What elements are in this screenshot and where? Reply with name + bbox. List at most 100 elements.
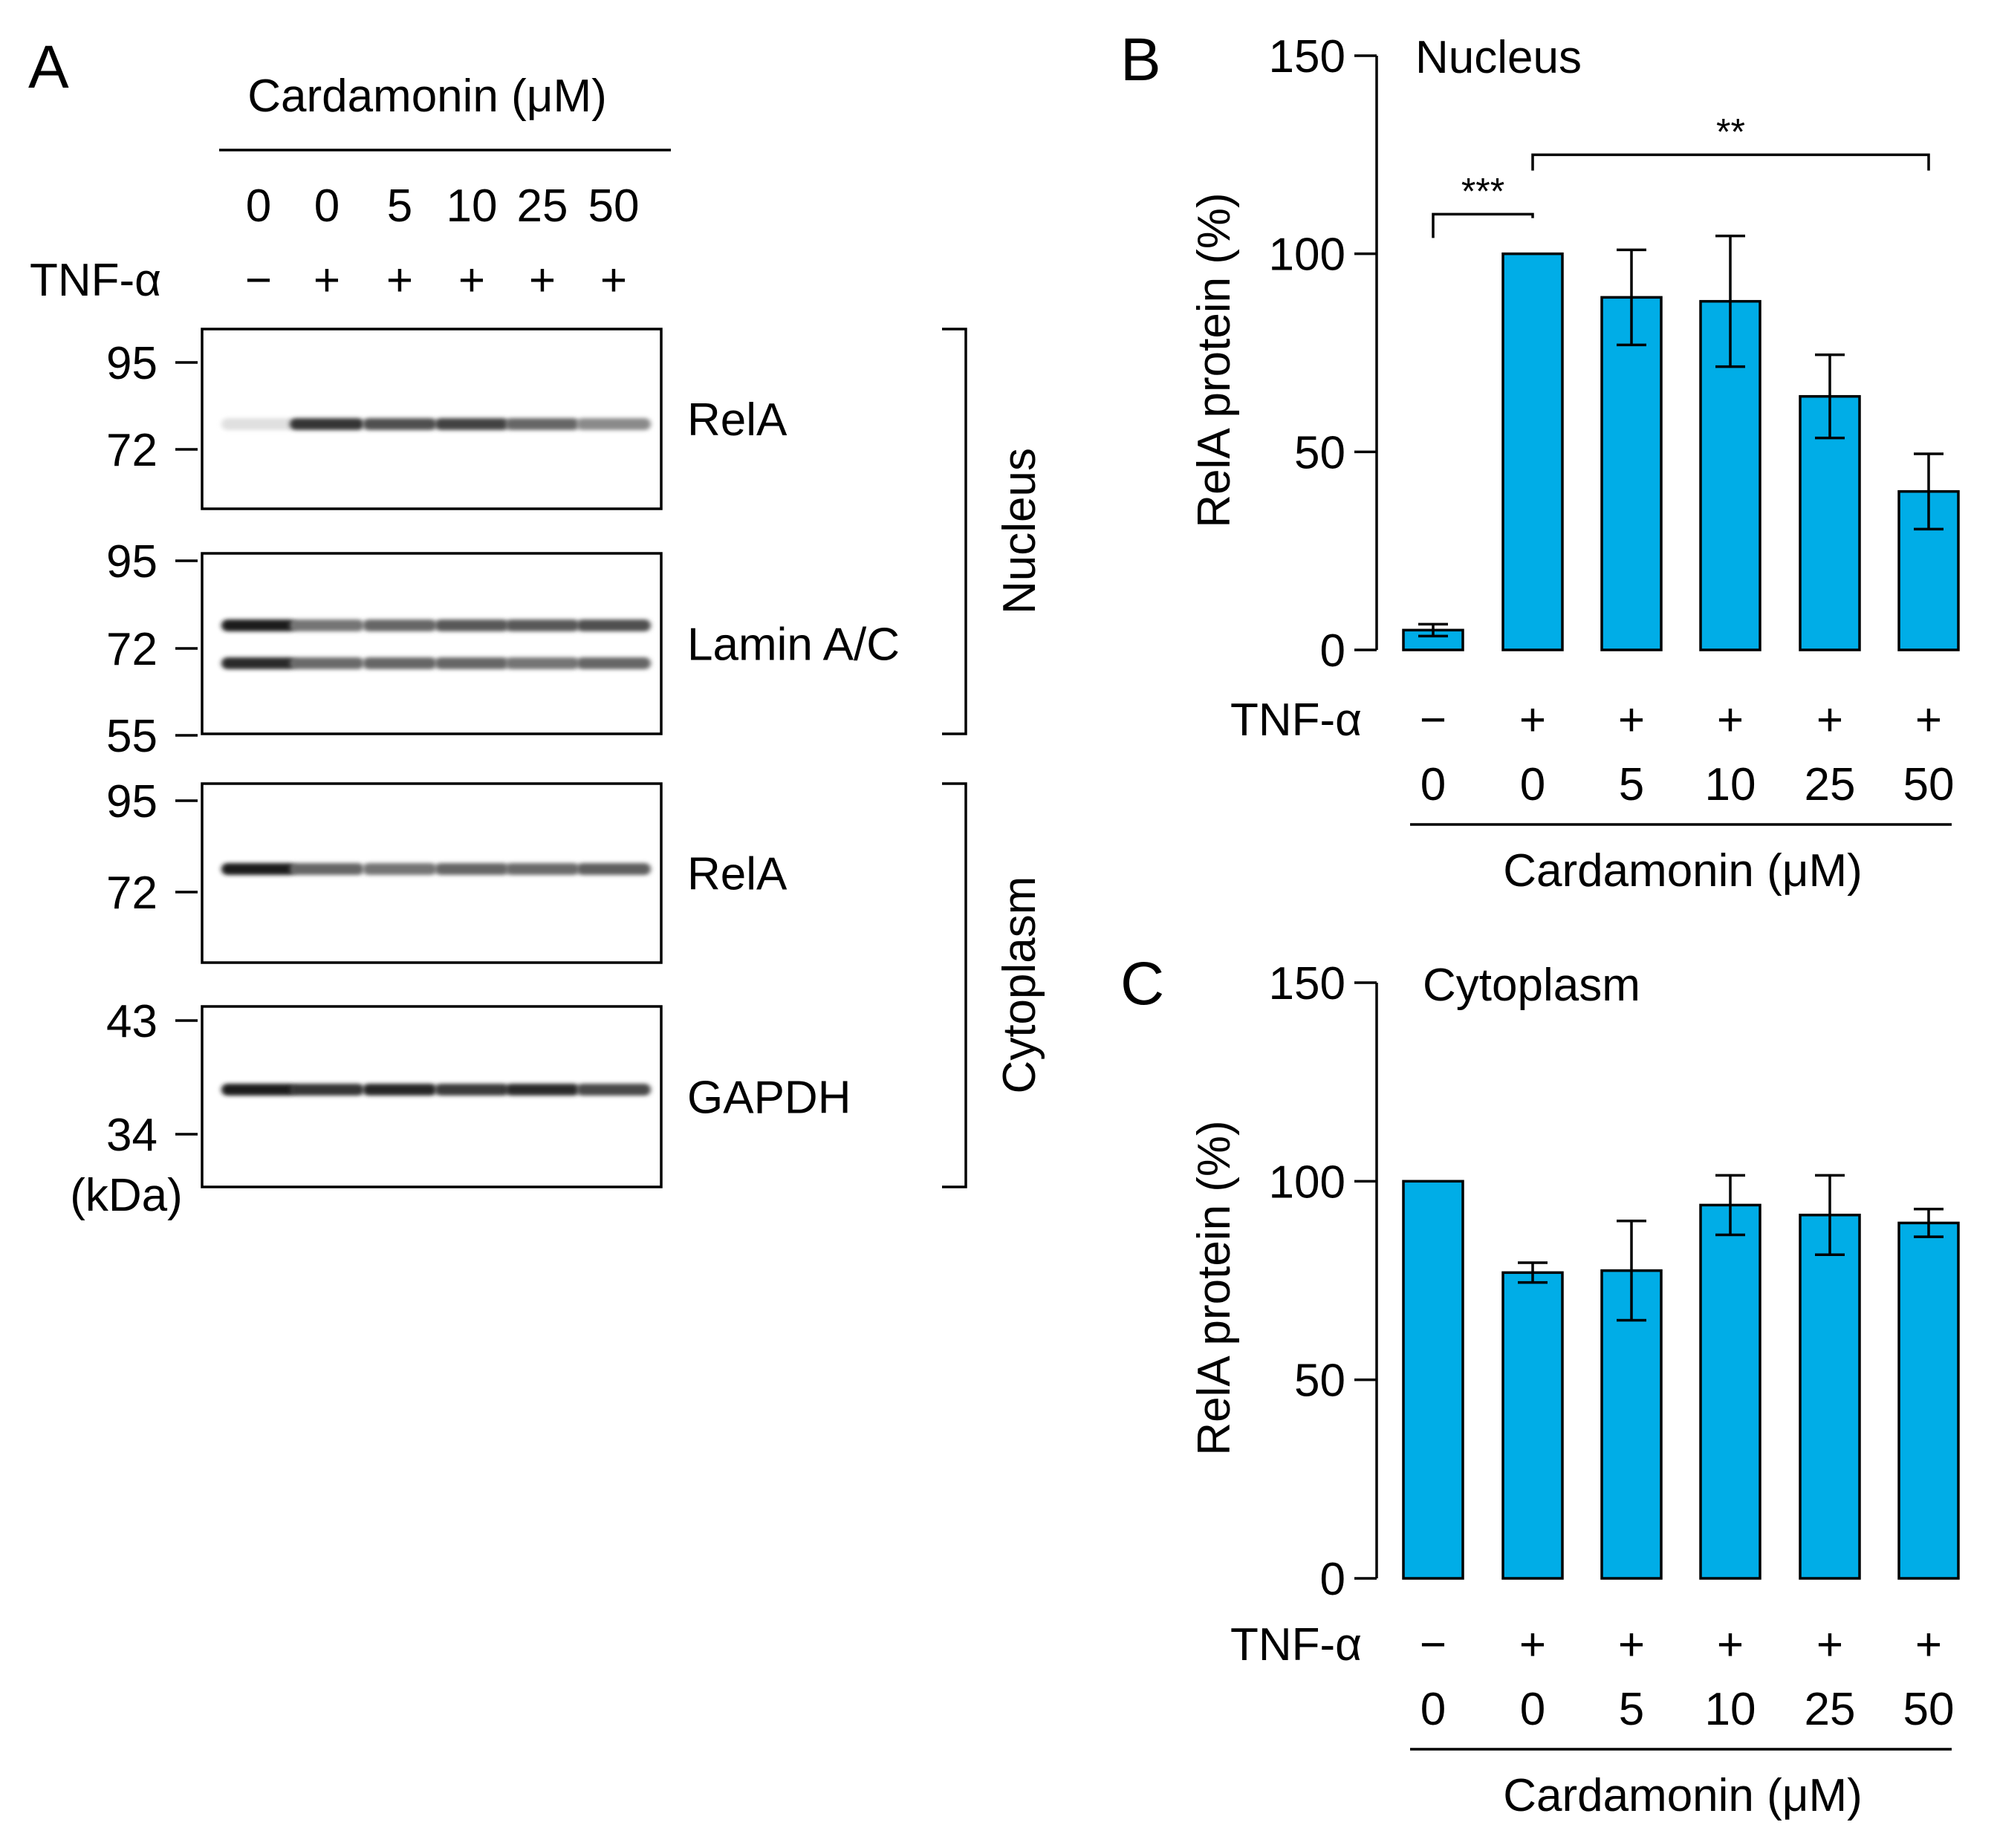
tnf-sign: + bbox=[1618, 1619, 1645, 1670]
marker-label: 72 bbox=[106, 868, 158, 919]
tnf-sign: + bbox=[1816, 1619, 1843, 1670]
significance-label: *** bbox=[1461, 170, 1504, 212]
bar bbox=[1699, 1203, 1761, 1580]
tnf-sign: + bbox=[1915, 1619, 1942, 1670]
error-bar bbox=[1815, 1174, 1845, 1256]
y-tick-label: 0 bbox=[1320, 1554, 1345, 1605]
x-axis-label: Cardamonin (μM) bbox=[1503, 1770, 1863, 1821]
blot-band bbox=[221, 1084, 296, 1096]
nucleus-bracket-label: Nucleus bbox=[994, 448, 1045, 614]
error-bar bbox=[1914, 452, 1944, 531]
tnf-sign: + bbox=[1618, 694, 1645, 746]
blot-band bbox=[505, 418, 579, 430]
blot-band bbox=[221, 619, 296, 631]
blot-band bbox=[363, 863, 437, 875]
x-tick-label: 50 bbox=[1903, 1684, 1955, 1735]
blot-label: RelA bbox=[687, 849, 788, 900]
blot-band bbox=[290, 619, 364, 631]
blot-band bbox=[505, 619, 579, 631]
marker-label: 34 bbox=[106, 1110, 158, 1161]
x-tick-label: 25 bbox=[1805, 1684, 1856, 1735]
significance-label: ** bbox=[1716, 111, 1745, 152]
tnf-label: TNF-α bbox=[1230, 694, 1362, 746]
dose-label: 0 bbox=[246, 180, 271, 232]
panel-letter: C bbox=[1120, 950, 1164, 1018]
tnf-sign: − bbox=[1420, 694, 1446, 746]
x-tick-label: 25 bbox=[1805, 759, 1856, 810]
x-tick-label: 5 bbox=[1619, 759, 1644, 810]
tnf-signs: − + + + + + bbox=[245, 255, 627, 306]
blot-4: 43 34 GAPDH bbox=[106, 996, 851, 1188]
blot-band bbox=[221, 657, 296, 669]
dose-labels: 0 0 5 10 25 50 bbox=[246, 180, 640, 232]
x-tick-label: 0 bbox=[1520, 759, 1545, 810]
blot-band bbox=[290, 1084, 364, 1096]
blot-band bbox=[221, 418, 296, 430]
blot-band bbox=[290, 418, 364, 430]
blot-band bbox=[290, 863, 364, 875]
blot-label: GAPDH bbox=[687, 1073, 851, 1124]
bar bbox=[1600, 296, 1663, 651]
bar bbox=[1501, 1271, 1564, 1580]
x-tick-label: 50 bbox=[1903, 759, 1955, 810]
chart-title: Cytoplasm bbox=[1423, 960, 1640, 1011]
y-tick-label: 50 bbox=[1294, 427, 1345, 478]
blot-band bbox=[505, 863, 579, 875]
blot-band bbox=[290, 657, 364, 669]
y-tick-label: 50 bbox=[1294, 1356, 1345, 1407]
marker-label: 95 bbox=[106, 536, 158, 588]
blot-band bbox=[505, 657, 579, 669]
tnf-sign: + bbox=[600, 255, 627, 306]
y-tick-label: 100 bbox=[1269, 1156, 1345, 1208]
tnf-sign: + bbox=[314, 255, 340, 306]
blot-band bbox=[435, 1084, 509, 1096]
blot-stack: 95 72 RelA 95 72 55 Lamin A/C 95 72 RelA 43 34 GAPDH bbox=[106, 328, 900, 1188]
y-axis-label: RelA protein (%) bbox=[1189, 1120, 1240, 1455]
error-bar bbox=[1518, 1261, 1548, 1284]
blot-band bbox=[577, 863, 651, 875]
tnf-sign: + bbox=[1717, 1619, 1744, 1670]
blot-band bbox=[363, 418, 437, 430]
blot-band bbox=[363, 1084, 437, 1096]
blot-frame bbox=[201, 552, 663, 735]
marker-label: 43 bbox=[106, 996, 158, 1047]
blot-band bbox=[363, 657, 437, 669]
marker-label: 72 bbox=[106, 425, 158, 476]
blot-3: 95 72 RelA bbox=[106, 776, 788, 964]
y-tick-label: 100 bbox=[1269, 230, 1345, 281]
significance-bracket bbox=[1432, 212, 1534, 238]
cytoplasm-bracket-label: Cytoplasm bbox=[994, 876, 1045, 1094]
tnf-sign: + bbox=[1717, 694, 1744, 746]
blot-band bbox=[435, 657, 509, 669]
marker-label: 72 bbox=[106, 624, 158, 675]
blot-band bbox=[435, 863, 509, 875]
x-tick-label: 10 bbox=[1705, 759, 1756, 810]
blot-1: 95 72 RelA bbox=[106, 328, 788, 510]
blot-label: Lamin A/C bbox=[687, 619, 900, 671]
dose-label: 10 bbox=[447, 180, 498, 232]
bar bbox=[1402, 1180, 1464, 1580]
tnf-sign: + bbox=[529, 255, 556, 306]
tnf-sign: + bbox=[1519, 1619, 1546, 1670]
blot-band bbox=[577, 418, 651, 430]
blot-2: 95 72 55 Lamin A/C bbox=[106, 536, 900, 762]
tnf-sign: + bbox=[386, 255, 413, 306]
x-tick-label: 10 bbox=[1705, 1684, 1756, 1735]
error-bar bbox=[1715, 234, 1745, 368]
error-bar bbox=[1617, 1220, 1646, 1322]
panel-a-western-blot: A Cardamonin (μM) 0 0 5 10 25 50 TNF-α − + + + + +… bbox=[28, 33, 1045, 1221]
x-tick-label: 0 bbox=[1420, 1684, 1446, 1735]
dose-label: 0 bbox=[314, 180, 340, 232]
tnf-sign: + bbox=[1519, 694, 1546, 746]
tnf-label: TNF-α bbox=[1230, 1619, 1362, 1670]
error-bar bbox=[1617, 248, 1646, 347]
blot-band bbox=[505, 1084, 579, 1096]
x-tick-label: 0 bbox=[1520, 1684, 1545, 1735]
bar bbox=[1897, 1221, 1960, 1580]
blot-band bbox=[577, 657, 651, 669]
y-tick-label: 150 bbox=[1269, 31, 1345, 82]
error-bar bbox=[1914, 1208, 1944, 1238]
cardamonin-header: Cardamonin (μM) bbox=[247, 71, 607, 122]
